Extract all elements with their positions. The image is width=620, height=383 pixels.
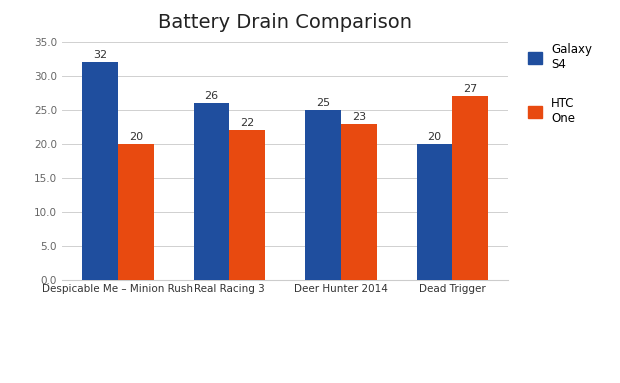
Text: 27: 27 — [463, 84, 477, 94]
Bar — [194, 103, 229, 280]
Bar — [118, 144, 154, 280]
Bar — [305, 110, 341, 280]
Title: Battery Drain Comparison: Battery Drain Comparison — [158, 13, 412, 32]
Bar — [229, 130, 265, 280]
Text: 32: 32 — [93, 51, 107, 61]
Bar — [82, 62, 118, 280]
Text: 20: 20 — [129, 132, 143, 142]
Text: 22: 22 — [240, 118, 254, 128]
Bar — [453, 97, 488, 280]
Bar — [417, 144, 453, 280]
Text: 26: 26 — [205, 91, 219, 101]
Text: 25: 25 — [316, 98, 330, 108]
Text: 20: 20 — [428, 132, 441, 142]
Legend: Galaxy
S4, HTC
One: Galaxy S4, HTC One — [528, 43, 592, 125]
Text: 23: 23 — [352, 111, 366, 121]
Bar — [341, 124, 376, 280]
